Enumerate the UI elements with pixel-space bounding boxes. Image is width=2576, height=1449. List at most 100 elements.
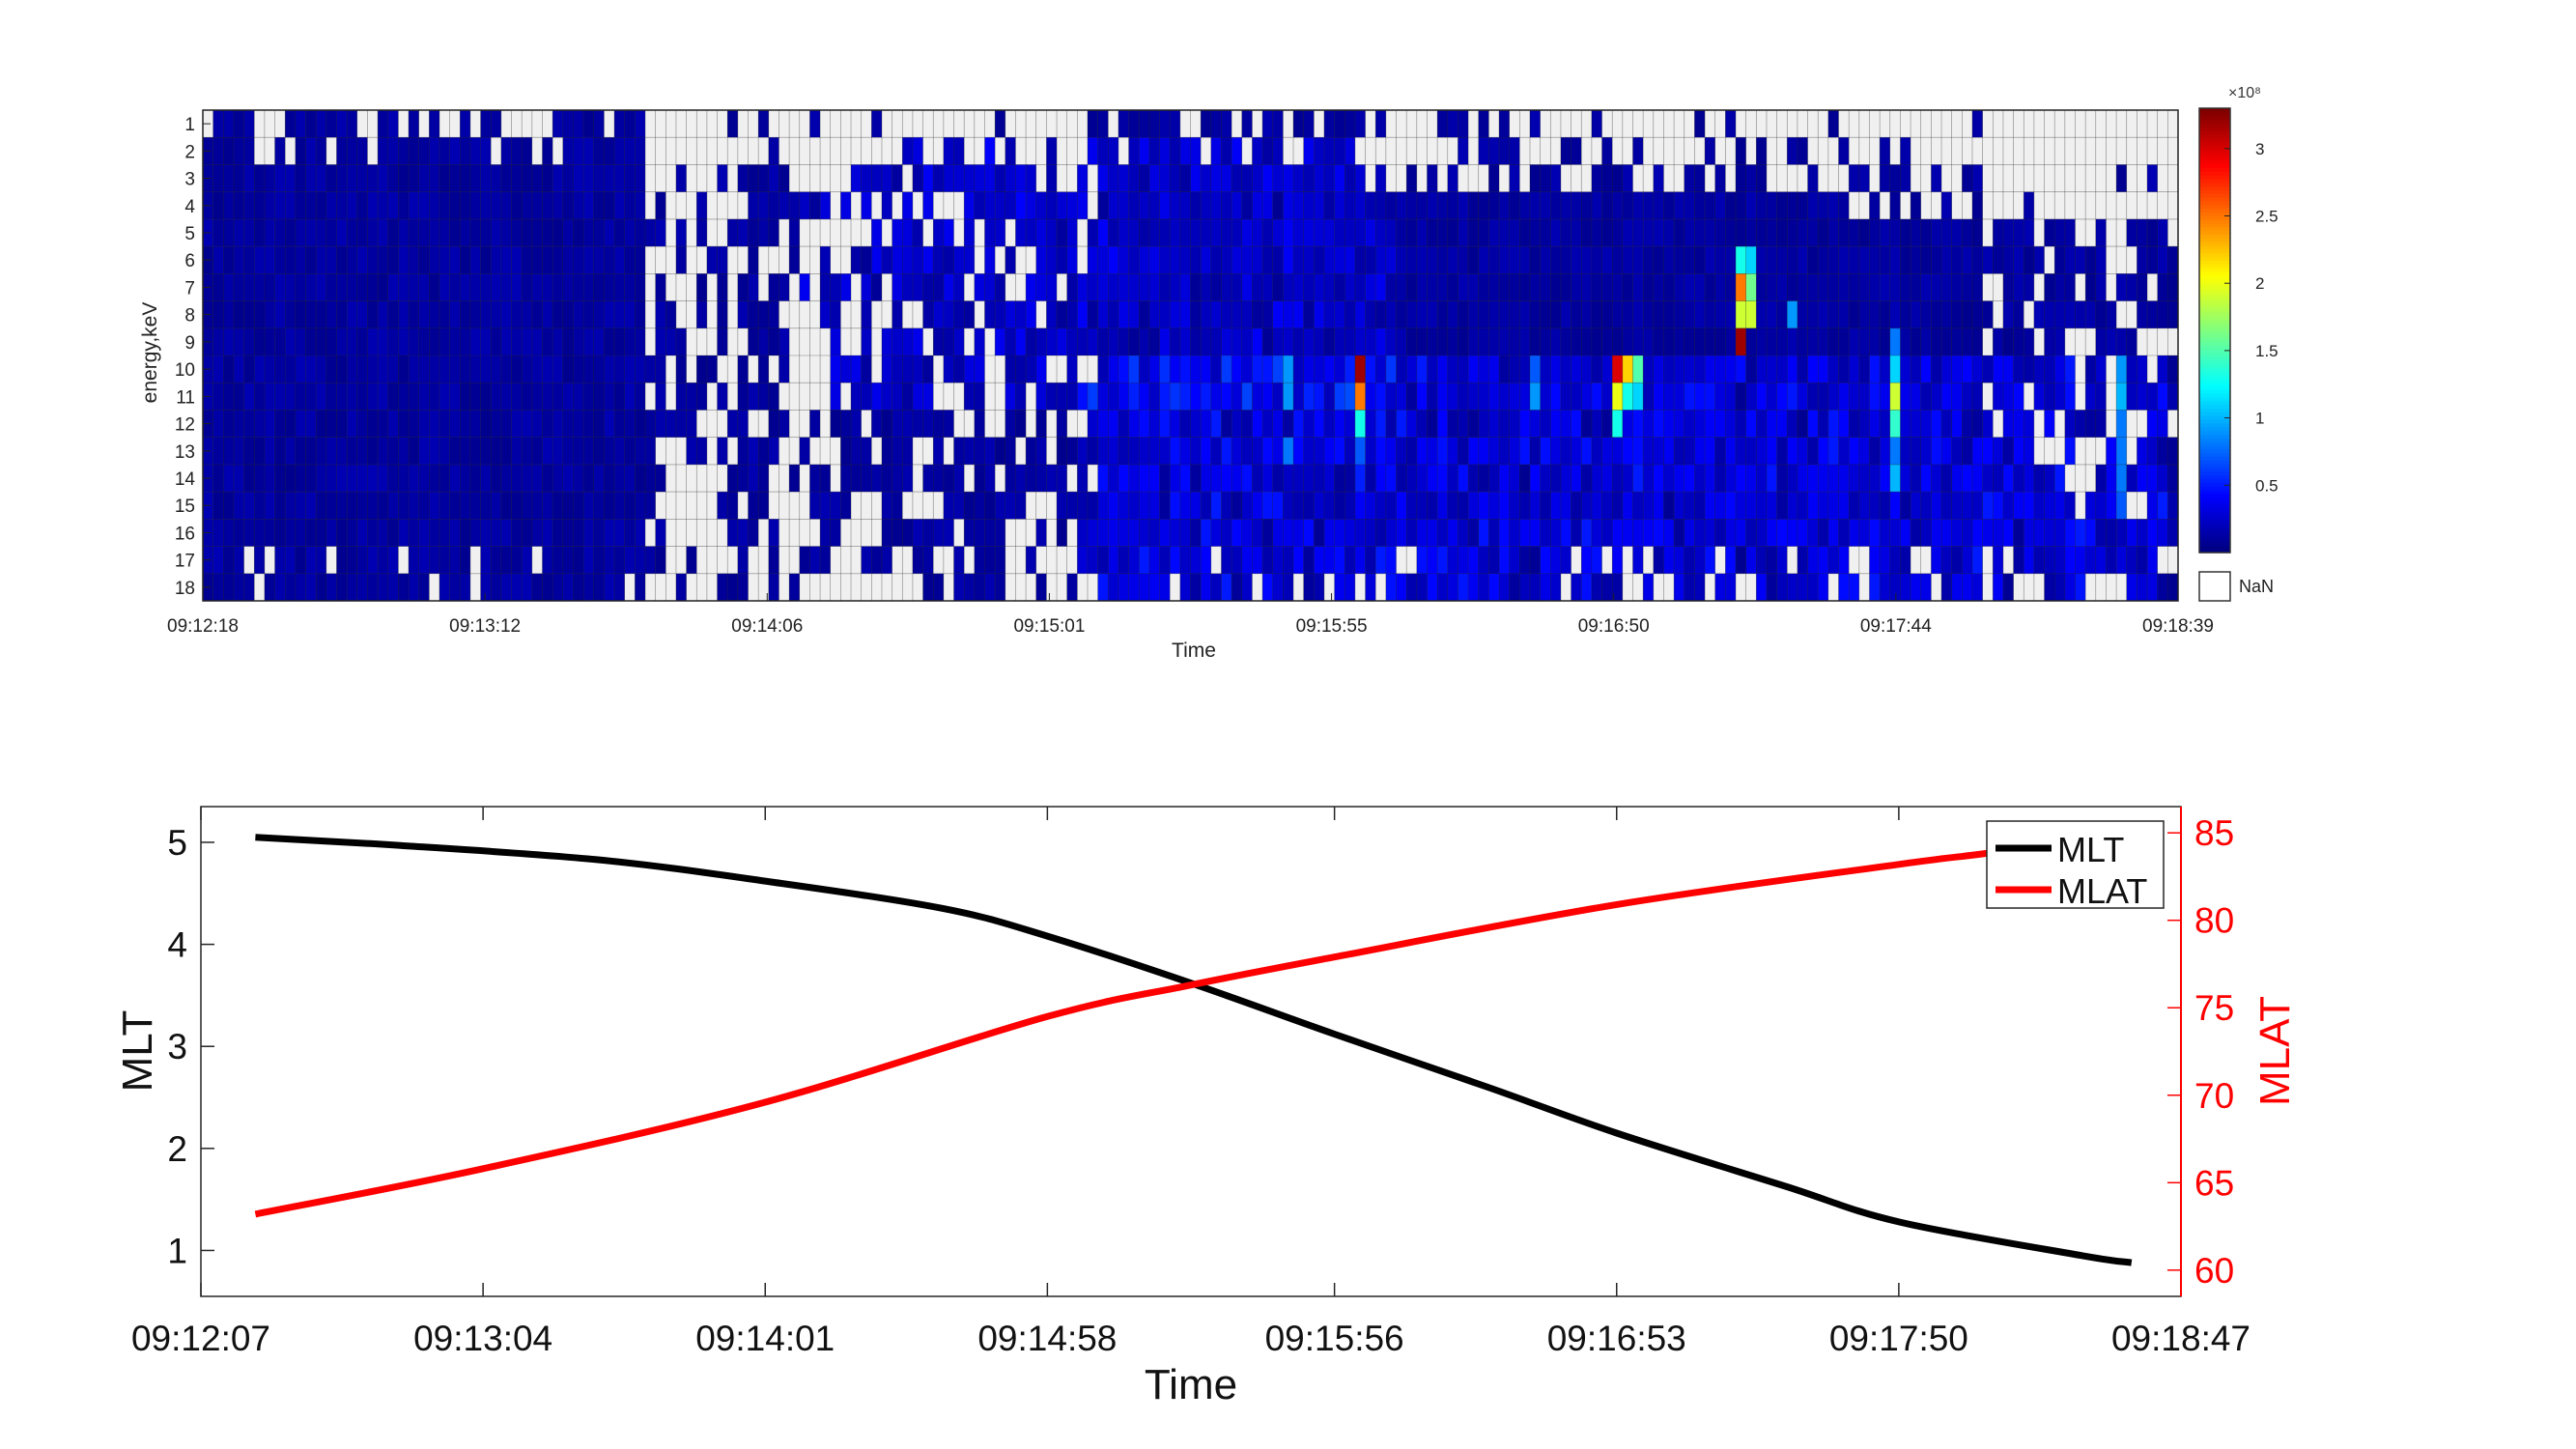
heatmap-cell xyxy=(2157,300,2168,329)
heatmap-cell xyxy=(243,383,255,411)
heatmap-cell xyxy=(1601,164,1613,192)
heatmap-cell xyxy=(820,300,832,329)
nan-cell xyxy=(1776,110,1788,138)
heatmap-cell xyxy=(511,218,523,247)
heatmap-cell xyxy=(1519,492,1531,520)
heatmap-cell xyxy=(1159,573,1171,602)
heatmap-cell xyxy=(871,546,883,575)
heatmap-cell xyxy=(604,519,615,547)
heatmap-cell xyxy=(1458,464,1469,493)
heatmap-cell xyxy=(1365,492,1376,520)
heatmap-cell xyxy=(1776,273,1788,301)
heatmap-cell xyxy=(1725,327,1737,356)
heatmap-cell xyxy=(285,546,297,575)
heatmap-cell xyxy=(881,246,892,274)
heatmap-cell xyxy=(460,110,471,138)
heatmap-cell xyxy=(439,410,450,438)
heatmap-cell xyxy=(2002,218,2014,247)
heatmap-cell xyxy=(1272,519,1284,547)
nan-cell xyxy=(1057,546,1067,575)
heatmap-cell xyxy=(1345,110,1356,138)
heatmap-cell xyxy=(2033,464,2045,493)
heatmap-cell xyxy=(768,437,779,466)
colorbar-step xyxy=(2199,419,2230,424)
nan-cell xyxy=(892,546,903,575)
heatmap-cell xyxy=(1838,273,1850,301)
heatmap-cell xyxy=(1201,519,1212,547)
heatmap-cell xyxy=(1931,246,1942,274)
heatmap-cell xyxy=(1314,137,1325,165)
heatmap-cell xyxy=(912,546,923,575)
heatmap-cell xyxy=(1375,218,1387,247)
colorbar-step xyxy=(2199,511,2230,517)
heatmap-cell xyxy=(1272,464,1284,493)
heatmap-cell xyxy=(1139,437,1150,466)
heatmap-cell xyxy=(892,246,903,274)
heatmap-cell xyxy=(1221,573,1232,602)
heatmap-cell xyxy=(1097,110,1109,138)
heatmap-cell xyxy=(1550,410,1562,438)
nan-cell xyxy=(1643,546,1655,575)
heatmap-cell xyxy=(1066,218,1078,247)
heatmap-cell xyxy=(1818,355,1829,384)
nan-cell xyxy=(1951,191,1963,220)
x-tick-label: 09:14:01 xyxy=(695,1319,835,1358)
heatmap-cell xyxy=(2075,573,2086,602)
heatmap-cell xyxy=(1437,383,1449,411)
heatmap-cell xyxy=(953,246,965,274)
heatmap-cell xyxy=(460,137,471,165)
nan-cell xyxy=(995,355,1006,384)
heatmap-cell xyxy=(1087,110,1098,138)
heatmap-cell xyxy=(1911,492,1922,520)
heatmap-cell xyxy=(1632,519,1644,547)
heatmap-cell xyxy=(1900,164,1911,192)
nan-cell xyxy=(768,246,779,274)
heatmap-cell xyxy=(1663,273,1675,301)
heatmap-cell xyxy=(1982,519,1994,547)
heatmap-cell xyxy=(347,410,358,438)
heatmap-cell xyxy=(480,573,492,602)
heatmap-cell xyxy=(531,437,543,466)
nan-cell xyxy=(624,573,636,602)
heatmap-cell xyxy=(1663,327,1675,356)
heatmap-cell xyxy=(531,300,543,329)
heatmap-cell xyxy=(1736,437,1746,466)
heatmap-cell xyxy=(1581,273,1593,301)
heatmap-cell xyxy=(1139,492,1150,520)
heatmap-cell xyxy=(1705,410,1715,438)
nan-cell xyxy=(2157,137,2168,165)
heatmap-cell xyxy=(2024,437,2035,466)
nan-cell xyxy=(964,137,976,165)
heatmap-cell xyxy=(1427,464,1438,493)
heatmap-cell xyxy=(614,327,625,356)
heatmap-cell xyxy=(552,355,564,384)
heatmap-cell xyxy=(1262,191,1274,220)
heatmap-cell xyxy=(1128,383,1140,411)
heatmap-cell xyxy=(1880,437,1891,466)
heatmap-cell xyxy=(542,464,553,493)
heatmap-cell xyxy=(1458,110,1469,138)
heatmap-cell xyxy=(1334,246,1345,274)
colorbar-step xyxy=(2199,115,2230,121)
heatmap-cell xyxy=(542,383,553,411)
heatmap-cell xyxy=(1632,191,1644,220)
heatmap-cell xyxy=(1797,218,1808,247)
nan-cell xyxy=(469,546,481,575)
heatmap-cell xyxy=(469,464,481,493)
heatmap-cell xyxy=(1087,383,1098,411)
heatmap-cell xyxy=(614,164,625,192)
heatmap-cell xyxy=(1385,410,1397,438)
heatmap-cell xyxy=(1201,300,1212,329)
heatmap-cell xyxy=(573,573,584,602)
heatmap-cell xyxy=(1571,383,1582,411)
nan-cell xyxy=(717,519,728,547)
nan-cell xyxy=(717,355,728,384)
heatmap-cell xyxy=(1499,410,1510,438)
mlat-tick-label: 75 xyxy=(2194,988,2234,1028)
heatmap-cell xyxy=(429,273,440,301)
nan-cell xyxy=(2147,355,2158,384)
heatmap-cell xyxy=(1591,573,1602,602)
heatmap-cell xyxy=(1231,437,1243,466)
heatmap-cell xyxy=(861,273,872,301)
heatmap-cell xyxy=(1941,355,1952,384)
